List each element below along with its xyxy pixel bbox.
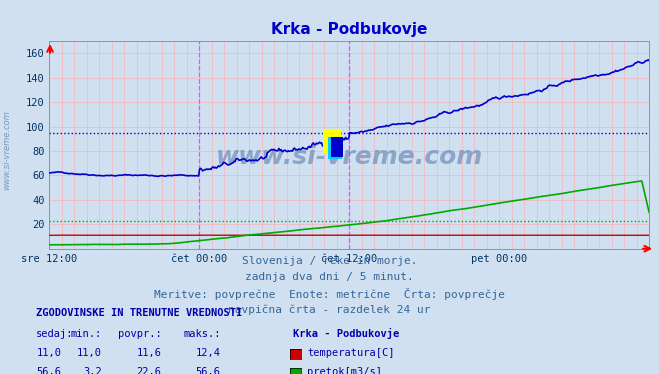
Text: www.si-vreme.com: www.si-vreme.com — [215, 145, 483, 169]
Text: povpr.:: povpr.: — [118, 329, 161, 338]
Text: Slovenija / reke in morje.: Slovenija / reke in morje. — [242, 256, 417, 266]
Text: 56,6: 56,6 — [36, 368, 61, 374]
Title: Krka - Podbukovje: Krka - Podbukovje — [271, 22, 428, 37]
Text: 12,4: 12,4 — [196, 348, 221, 358]
Text: 11,6: 11,6 — [136, 348, 161, 358]
Text: www.si-vreme.com: www.si-vreme.com — [2, 110, 11, 190]
Text: ZGODOVINSKE IN TRENUTNE VREDNOSTI: ZGODOVINSKE IN TRENUTNE VREDNOSTI — [36, 308, 243, 318]
Text: Krka - Podbukovje: Krka - Podbukovje — [293, 328, 399, 338]
Text: sedaj:: sedaj: — [36, 329, 74, 338]
Text: maks.:: maks.: — [183, 329, 221, 338]
Text: 22,6: 22,6 — [136, 368, 161, 374]
Text: 11,0: 11,0 — [36, 348, 61, 358]
Text: 56,6: 56,6 — [196, 368, 221, 374]
Text: 11,0: 11,0 — [77, 348, 102, 358]
Text: pretok[m3/s]: pretok[m3/s] — [307, 368, 382, 374]
Text: zadnja dva dni / 5 minut.: zadnja dva dni / 5 minut. — [245, 272, 414, 282]
Text: 3,2: 3,2 — [84, 368, 102, 374]
Text: temperatura[C]: temperatura[C] — [307, 348, 395, 358]
Text: min.:: min.: — [71, 329, 102, 338]
Text: Meritve: povprečne  Enote: metrične  Črta: povprečje: Meritve: povprečne Enote: metrične Črta:… — [154, 288, 505, 300]
Text: navpična črta - razdelek 24 ur: navpična črta - razdelek 24 ur — [228, 304, 431, 315]
